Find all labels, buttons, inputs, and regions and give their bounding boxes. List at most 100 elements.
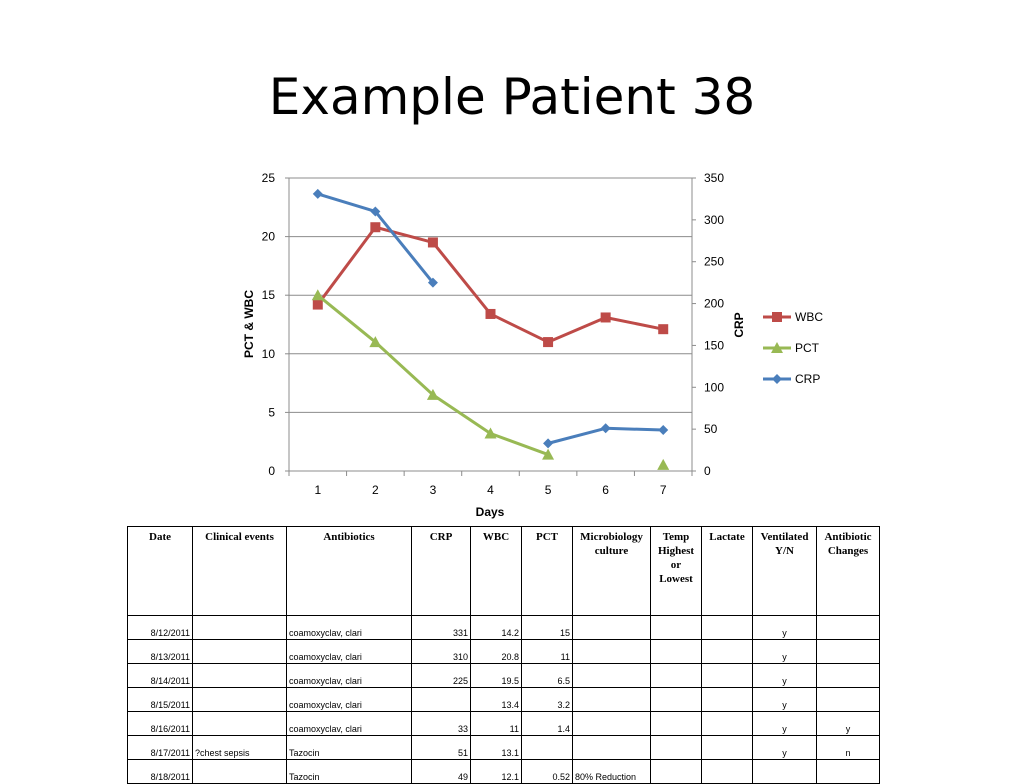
table-cell	[572, 639, 651, 664]
table-row: 8/13/2011 coamoxyclav, clari 310 20.8 11 y	[127, 639, 880, 664]
right-tick-label: 300	[704, 213, 724, 227]
table-cell	[192, 711, 287, 736]
table-cell	[521, 735, 573, 760]
table-cell	[701, 735, 753, 760]
wbc-point	[600, 312, 611, 323]
chart-axes	[288, 178, 693, 472]
table-cell: ?chest sepsis	[192, 735, 287, 760]
table-cell	[572, 687, 651, 712]
legend-label: PCT	[795, 341, 820, 355]
table-row: 8/17/2011 ?chest sepsis Tazocin 51 13.1 y n	[127, 735, 880, 760]
x-tick-label: 1	[314, 483, 321, 497]
wbc-line	[316, 225, 664, 344]
table-cell	[816, 687, 880, 712]
table-cell	[816, 759, 880, 784]
column-header: WBC	[470, 526, 522, 616]
table-cell	[572, 663, 651, 688]
table-cell: 14.2	[470, 615, 522, 640]
column-header: Microbiology culture	[572, 526, 651, 616]
left-axis-title: PCT & WBC	[242, 290, 256, 358]
table-cell	[701, 615, 753, 640]
table-cell	[572, 735, 651, 760]
table-cell: coamoxyclav, clari	[286, 639, 412, 664]
table-cell: y	[752, 687, 817, 712]
table-cell: n	[816, 735, 880, 760]
wbc-point	[543, 337, 554, 348]
table-cell	[701, 663, 753, 688]
table-cell	[701, 711, 753, 736]
table-cell	[752, 759, 817, 784]
x-tick-label: 3	[430, 483, 437, 497]
table-cell: 8/12/2011	[127, 615, 193, 640]
legend-item-pct: PCT	[763, 341, 820, 355]
table-cell: coamoxyclav, clari	[286, 615, 412, 640]
column-header: PCT	[521, 526, 573, 616]
table-cell: Tazocin	[286, 759, 412, 784]
table-cell	[701, 639, 753, 664]
table-cell	[192, 663, 287, 688]
gridlines	[289, 177, 692, 413]
pct-line	[316, 294, 549, 457]
table-cell	[650, 639, 702, 664]
table-row: 8/18/2011 Tazocin 49 12.1 0.52 80% Reduction	[127, 759, 880, 784]
pct-point	[484, 427, 497, 439]
column-header: Date	[127, 526, 193, 616]
left-axis-ticks: 0 5 10 15 20 25	[262, 171, 289, 478]
table-cell	[192, 639, 287, 664]
crp-point	[600, 423, 611, 434]
table-cell	[192, 615, 287, 640]
chart: 0 5 10 15 20 25 0 50 100 150 200 250 300 350 1 2 3 4 5 6 7…	[242, 171, 823, 519]
table-cell	[816, 615, 880, 640]
table-cell	[816, 639, 880, 664]
x-tick-label: 4	[487, 483, 494, 497]
legend-label: CRP	[795, 372, 820, 386]
x-tick-label: 7	[660, 483, 667, 497]
right-tick-label: 50	[704, 422, 718, 436]
x-tick-label: 2	[372, 483, 379, 497]
column-header: Ventilated Y/N	[752, 526, 817, 616]
table-cell: 0.52	[521, 759, 573, 784]
column-header: Antibiotics	[286, 526, 412, 616]
data-table: Date Clinical events Antibiotics CRP WBC PCT M…	[127, 526, 880, 784]
table-cell	[650, 735, 702, 760]
table-cell	[701, 759, 753, 784]
x-tick-label: 6	[602, 483, 609, 497]
table-cell	[572, 711, 651, 736]
table-cell	[650, 687, 702, 712]
table-cell: 13.4	[470, 687, 522, 712]
table-cell: 1.4	[521, 711, 573, 736]
series-pct	[311, 289, 670, 470]
legend-swatch-marker	[772, 374, 782, 384]
right-tick-label: 350	[704, 171, 724, 185]
wbc-point	[370, 222, 381, 233]
table-row: 8/12/2011 coamoxyclav, clari 331 14.2 15 y	[127, 615, 880, 640]
table-cell: 6.5	[521, 663, 573, 688]
left-tick-label: 10	[262, 347, 276, 361]
pct-point	[426, 388, 439, 400]
chart-legend: WBC PCT CRP	[763, 310, 823, 386]
table-cell	[650, 759, 702, 784]
crp-point	[370, 206, 381, 217]
right-tick-label: 250	[704, 255, 724, 269]
table-cell	[650, 615, 702, 640]
table-cell: 19.5	[470, 663, 522, 688]
table-cell: 8/16/2011	[127, 711, 193, 736]
table-cell: Tazocin	[286, 735, 412, 760]
right-tick-label: 150	[704, 338, 724, 352]
table-row: 8/16/2011 coamoxyclav, clari 33 11 1.4 y y	[127, 711, 880, 736]
right-tick-label: 100	[704, 380, 724, 394]
table-cell	[816, 663, 880, 688]
column-header: Temp Highest or Lowest	[650, 526, 702, 616]
table-cell: 11	[521, 639, 573, 664]
x-tick-label: 5	[545, 483, 552, 497]
table-cell: 8/13/2011	[127, 639, 193, 664]
table-cell	[572, 615, 651, 640]
pct-point	[311, 289, 324, 301]
table-cell: 3.2	[521, 687, 573, 712]
table-cell: y	[752, 639, 817, 664]
column-header: CRP	[411, 526, 471, 616]
table-cell: y	[752, 735, 817, 760]
table-cell: y	[816, 711, 880, 736]
table-cell: 331	[411, 615, 471, 640]
legend-swatch-marker	[771, 342, 783, 353]
